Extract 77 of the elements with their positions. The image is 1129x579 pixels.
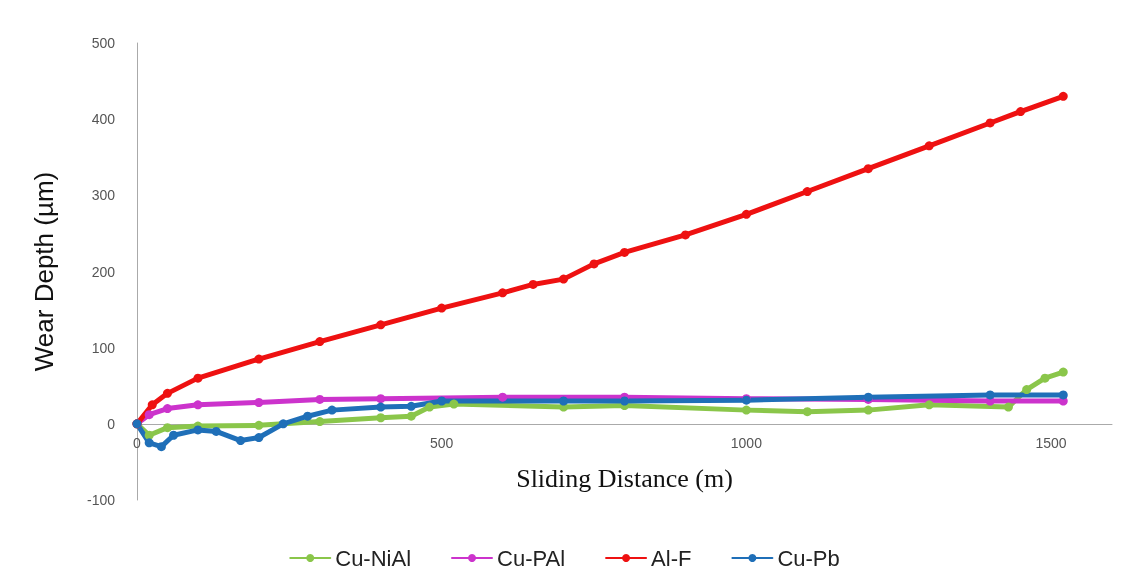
point xyxy=(1058,91,1068,101)
point xyxy=(1016,107,1026,117)
point xyxy=(863,164,873,174)
point xyxy=(498,288,508,298)
legend-label: Cu-NiAl xyxy=(335,545,412,571)
point xyxy=(1058,390,1068,400)
point xyxy=(559,396,569,406)
point xyxy=(1040,373,1050,383)
point xyxy=(589,259,599,269)
point xyxy=(144,410,154,420)
point xyxy=(169,430,179,440)
point xyxy=(406,401,416,411)
point xyxy=(498,392,508,402)
point xyxy=(254,398,264,407)
point xyxy=(437,303,447,313)
point xyxy=(985,390,995,400)
point xyxy=(924,141,934,151)
point xyxy=(741,405,751,415)
point xyxy=(327,405,337,415)
point xyxy=(863,405,873,415)
y-tick-label: 500 xyxy=(91,35,116,51)
point xyxy=(437,396,447,406)
point xyxy=(528,279,538,289)
point xyxy=(1022,385,1032,395)
point xyxy=(254,420,264,430)
x-tick-label: 1500 xyxy=(1035,434,1067,451)
point xyxy=(315,394,325,404)
point xyxy=(449,399,459,409)
point xyxy=(315,337,325,347)
point xyxy=(193,425,203,435)
point xyxy=(162,423,172,433)
y-tick-label: 300 xyxy=(91,187,116,204)
point xyxy=(425,402,434,412)
point xyxy=(193,373,203,383)
point xyxy=(376,413,386,423)
point xyxy=(406,411,416,421)
y-tick-label: -100 xyxy=(86,492,116,508)
point xyxy=(278,419,288,429)
point xyxy=(680,230,690,240)
legend-label: Al-F xyxy=(651,545,692,571)
point xyxy=(559,274,569,284)
point xyxy=(236,436,246,446)
point xyxy=(620,396,629,406)
x-tick-label: 0 xyxy=(133,434,142,451)
point xyxy=(802,187,812,197)
point xyxy=(162,404,172,414)
y-tick-label: 0 xyxy=(107,415,116,432)
point xyxy=(254,433,264,443)
y-axis-title: Wear Depth (µm) xyxy=(29,171,59,372)
point xyxy=(254,354,264,364)
point xyxy=(147,400,157,410)
point xyxy=(924,400,934,410)
y-tick-label: 200 xyxy=(91,263,116,280)
point xyxy=(162,388,172,398)
point xyxy=(376,402,386,412)
point xyxy=(193,400,203,410)
point xyxy=(156,442,166,452)
point xyxy=(376,394,386,404)
y-tick-label: 100 xyxy=(91,339,116,356)
point xyxy=(144,430,154,440)
point xyxy=(315,417,325,427)
point xyxy=(620,247,629,257)
point xyxy=(985,118,995,128)
point xyxy=(1003,402,1013,412)
y-tick-label: 400 xyxy=(91,111,116,128)
point xyxy=(1058,367,1068,377)
point xyxy=(144,438,154,448)
legend-label: Cu-PAl xyxy=(497,545,566,571)
point xyxy=(303,411,313,421)
point xyxy=(741,209,751,219)
point xyxy=(376,320,386,330)
point xyxy=(211,426,221,436)
x-tick-label: 1000 xyxy=(730,434,763,451)
x-tick-label: 500 xyxy=(430,434,454,451)
x-axis-title: Sliding Distance (m) xyxy=(516,464,733,494)
point xyxy=(802,407,812,417)
legend-label: Cu-Pb xyxy=(777,545,840,571)
